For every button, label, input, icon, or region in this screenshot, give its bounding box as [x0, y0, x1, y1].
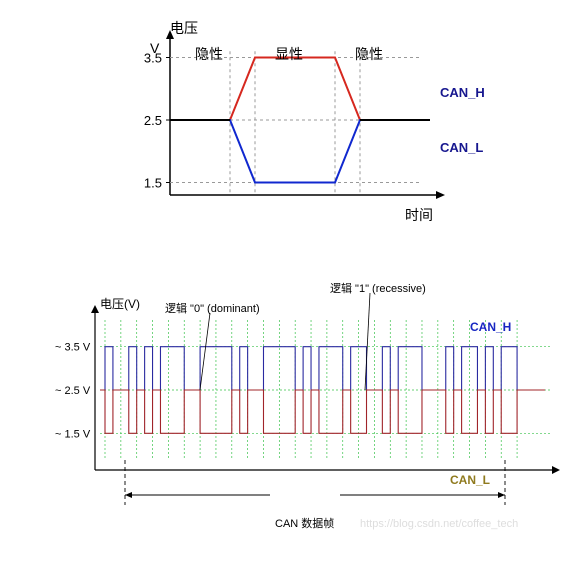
can-l-label: CAN_L [440, 140, 483, 155]
y-axis-title: 电压 [170, 18, 198, 38]
svg-text:1.5: 1.5 [144, 176, 162, 191]
svg-text:~ 2.5 V: ~ 2.5 V [55, 385, 91, 397]
svg-text:~ 3.5 V: ~ 3.5 V [55, 342, 91, 354]
logic0-label: 逻辑 "0" (dominant) [165, 300, 260, 316]
svg-text:~ 1.5 V: ~ 1.5 V [55, 428, 91, 440]
logic1-label: 逻辑 "1" (recessive) [330, 280, 426, 296]
y-axis-title-2: 电压(V) [100, 295, 140, 312]
state-recessive-left: 隐性 [195, 44, 223, 64]
svg-text:2.5: 2.5 [144, 113, 162, 128]
y-axis-unit: V [150, 40, 159, 56]
x-axis-label: 时间 [405, 205, 433, 225]
can-voltage-scope-diagram: ~ 1.5 V ~ 2.5 V ~ 3.5 V 电压(V) 逻辑 "0" (domi… [10, 270, 565, 550]
can-h-label-2: CAN_H [470, 320, 511, 334]
state-recessive-right: 隐性 [355, 44, 383, 64]
can-h-label: CAN_H [440, 85, 485, 100]
state-dominant: 显性 [275, 44, 303, 64]
can-voltage-ideal-diagram: 1.52.53.5 电压 V 隐性 显性 隐性 CAN_H CAN_L 时间 [10, 10, 565, 240]
chart2-svg: ~ 1.5 V ~ 2.5 V ~ 3.5 V [10, 270, 565, 550]
frame-label: CAN 数据帧 [275, 515, 334, 531]
can-l-label-2: CAN_L [450, 473, 490, 487]
